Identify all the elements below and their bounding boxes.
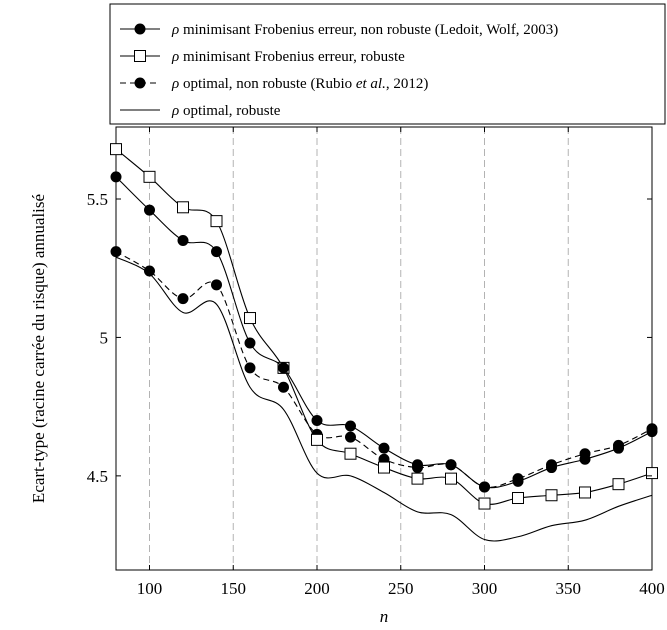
axis-ticks: 100 150 200 250 300 350 400 4.5 5 5.5 (87, 127, 665, 598)
data-point-optimal-non-robust (177, 293, 189, 305)
series-optimal-non-robust (110, 246, 658, 493)
data-point-frobenius-non-robust (412, 459, 423, 471)
data-point-frobenius-robust (445, 472, 457, 485)
legend-label: ρ minimisant Frobenius erreur, non robus… (171, 22, 558, 38)
data-point-optimal-non-robust (211, 279, 222, 291)
x-tick-label: 250 (388, 579, 414, 598)
data-point-frobenius-robust (612, 478, 625, 491)
data-point-frobenius-robust (344, 447, 357, 460)
data-point-frobenius-robust (210, 215, 223, 228)
data-point-frobenius-non-robust (479, 481, 490, 493)
data-point-frobenius-robust (143, 170, 156, 183)
data-point-frobenius-non-robust (244, 337, 256, 349)
legend-entry-frobenius-robust: ρ minimisant Frobenius erreur, robuste (120, 49, 405, 65)
data-point-optimal-non-robust (144, 265, 155, 277)
data-point-frobenius-robust (545, 489, 558, 502)
data-point-frobenius-robust (110, 143, 122, 156)
y-tick-label: 5.5 (87, 190, 108, 209)
data-point-frobenius-non-robust (311, 414, 323, 426)
plot-frame (115, 126, 653, 571)
legend-swatch-marker (134, 77, 146, 89)
data-point-frobenius-non-robust (646, 426, 658, 438)
legend-entry-optimal-non-robust: ρ optimal, non robuste (Rubio et al., 20… (120, 76, 428, 92)
data-point-frobenius-robust (378, 461, 390, 474)
x-tick-label: 200 (304, 579, 330, 598)
legend: ρ minimisant Frobenius erreur, non robus… (109, 3, 666, 125)
data-point-optimal-non-robust (345, 431, 356, 443)
data-point-frobenius-non-robust (378, 442, 390, 454)
legend-swatch-marker (134, 50, 146, 62)
grid-lines (149, 127, 569, 570)
data-point-frobenius-non-robust (579, 453, 591, 465)
x-tick-label: 350 (556, 579, 582, 598)
data-point-frobenius-robust (579, 486, 591, 499)
data-point-frobenius-non-robust (445, 459, 457, 471)
data-point-frobenius-non-robust (177, 235, 189, 247)
data-point-frobenius-non-robust (110, 171, 122, 183)
legend-label: ρ optimal, robuste (171, 103, 281, 119)
data-point-frobenius-non-robust (278, 362, 289, 374)
legend-box (109, 3, 666, 125)
legend-label: ρ optimal, non robuste (Rubio et al., 20… (171, 76, 428, 92)
data-point-frobenius-robust (244, 312, 256, 325)
data-point-optimal-non-robust (244, 362, 256, 374)
data-point-frobenius-non-robust (613, 442, 624, 454)
data-point-optimal-non-robust (110, 246, 122, 258)
series-line-optimal-robust (115, 256, 653, 542)
data-point-frobenius-non-robust (546, 462, 557, 474)
series-layer (110, 143, 658, 542)
data-point-optimal-non-robust (278, 381, 289, 393)
data-point-frobenius-robust (411, 472, 424, 485)
x-axis-label: n (380, 607, 389, 626)
y-tick-label: 5 (100, 328, 109, 347)
x-tick-label: 100 (137, 579, 163, 598)
data-point-frobenius-robust (177, 201, 189, 214)
legend-label: ρ minimisant Frobenius erreur, robuste (171, 49, 405, 65)
y-tick-label: 4.5 (87, 467, 108, 486)
data-point-frobenius-robust (478, 497, 491, 510)
legend-swatch-marker (134, 23, 146, 35)
legend-entry-optimal-robust: ρ optimal, robuste (120, 103, 281, 119)
y-axis-label: Ecart-type (racine carrée du risque) ann… (29, 194, 48, 503)
series-optimal-robust (115, 256, 653, 542)
data-point-frobenius-robust (646, 467, 658, 480)
x-tick-label: 300 (472, 579, 498, 598)
series-line-frobenius-non-robust (115, 176, 653, 489)
data-point-frobenius-robust (311, 433, 323, 446)
data-point-frobenius-non-robust (345, 420, 356, 432)
legend-entry-frobenius-non-robust: ρ minimisant Frobenius erreur, non robus… (120, 22, 558, 38)
x-tick-label: 150 (221, 579, 247, 598)
data-point-frobenius-robust (512, 492, 524, 505)
data-point-frobenius-non-robust (144, 204, 155, 216)
series-frobenius-non-robust (110, 171, 658, 493)
x-tick-label: 400 (639, 579, 665, 598)
data-point-frobenius-non-robust (512, 475, 524, 487)
data-point-frobenius-non-robust (211, 246, 222, 258)
